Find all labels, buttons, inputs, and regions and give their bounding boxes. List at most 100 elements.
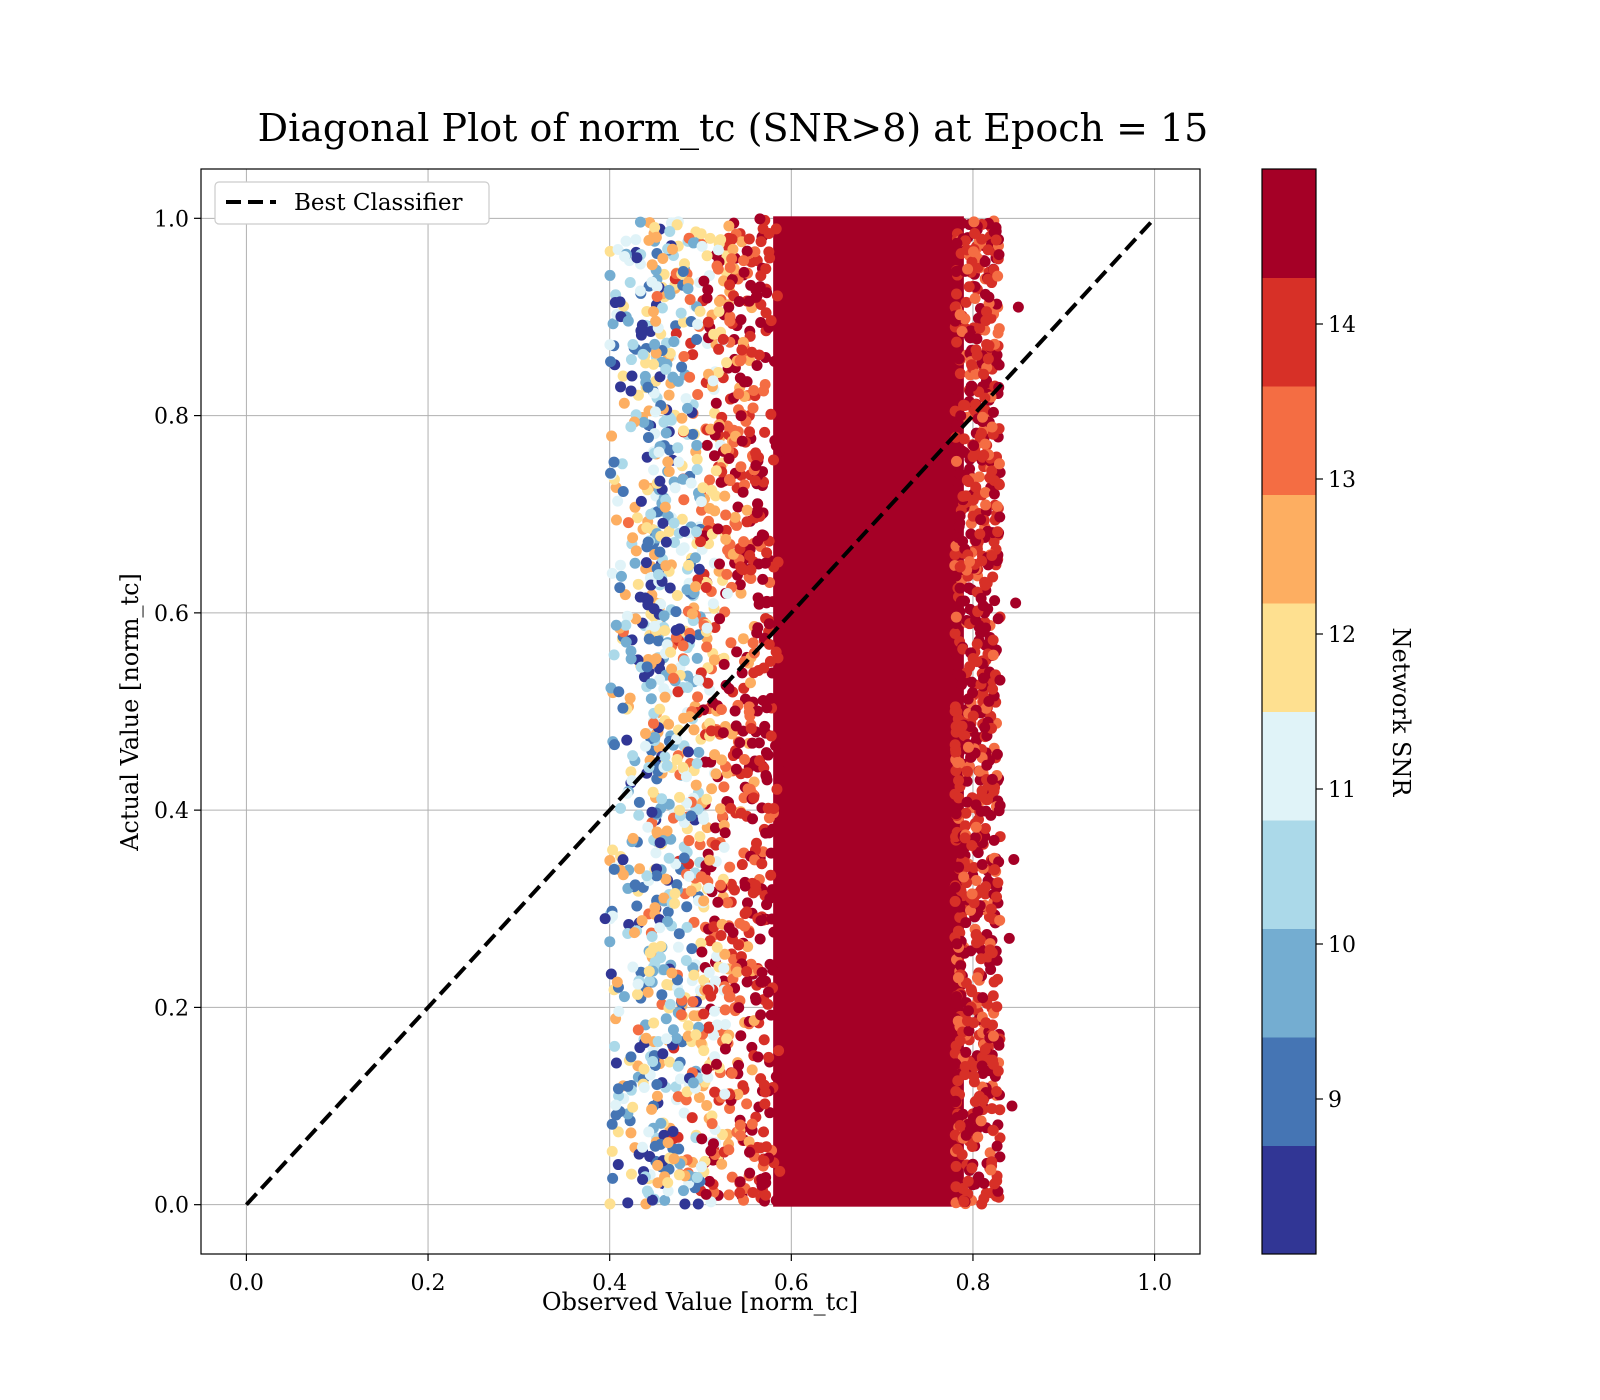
scatter-point: [986, 1156, 998, 1168]
scatter-point: [741, 976, 753, 988]
scatter-point: [638, 1081, 650, 1093]
scatter-point: [733, 296, 745, 308]
scatter-point: [969, 228, 981, 240]
scatter-point: [756, 1179, 768, 1191]
scatter-point: [951, 991, 963, 1003]
scatter-point: [774, 1165, 786, 1177]
scatter-point: [674, 791, 686, 803]
scatter-point: [743, 1136, 755, 1148]
scatter-point: [666, 967, 678, 979]
scatter-point: [756, 858, 768, 870]
scatter-point: [654, 703, 666, 715]
scatter-point: [673, 928, 685, 940]
scatter-point: [701, 1100, 713, 1112]
scatter-point: [630, 234, 642, 246]
scatter-point: [741, 906, 753, 918]
scatter-point: [681, 921, 693, 933]
scatter-point: [990, 234, 1002, 246]
scatter-point: [732, 501, 744, 513]
colorbar-frame: [1261, 168, 1317, 1255]
scatter-point: [715, 879, 727, 891]
scatter-point: [631, 988, 643, 1000]
scatter-point: [984, 472, 996, 484]
scatter-point: [737, 486, 749, 498]
scatter-point: [615, 381, 627, 393]
scatter-point: [617, 854, 629, 866]
scatter-point: [649, 406, 661, 418]
scatter-point: [974, 322, 986, 334]
scatter-point: [987, 634, 999, 646]
scatter-point: [759, 1086, 771, 1098]
scatter-point: [630, 613, 642, 625]
scatter-point: [733, 388, 745, 400]
scatter-point: [751, 705, 763, 717]
scatter-point: [692, 803, 704, 815]
scatter-point: [681, 584, 693, 596]
scatter-point: [646, 1103, 658, 1115]
scatter-point: [735, 410, 747, 422]
scatter-point: [654, 475, 666, 487]
scatter-point: [950, 1085, 962, 1097]
scatter-point: [660, 873, 672, 885]
scatter-point: [961, 775, 973, 787]
scatter-point: [669, 482, 681, 494]
scatter-point: [651, 290, 663, 302]
scatter-point: [736, 859, 748, 871]
x-tick-label: 0.4: [592, 1271, 627, 1296]
scatter-point: [764, 892, 776, 904]
scatter-point: [702, 316, 714, 328]
scatter-point: [659, 501, 671, 513]
scatter-point: [617, 370, 629, 382]
scatter-point: [959, 235, 971, 247]
scatter-point: [978, 672, 990, 684]
scatter-point: [704, 474, 716, 486]
scatter-point: [956, 1149, 968, 1161]
scatter-point: [969, 292, 981, 304]
scatter-point: [978, 1177, 990, 1189]
scatter-point: [625, 354, 637, 366]
scatter-point: [679, 1198, 691, 1210]
scatter-point: [670, 1032, 682, 1044]
scatter-point: [980, 499, 992, 511]
scatter-point: [988, 834, 1000, 846]
scatter-point: [701, 641, 713, 653]
scatter-point: [748, 792, 760, 804]
colorbar-tick-label: 9: [1328, 1088, 1342, 1113]
scatter-point: [612, 1126, 624, 1138]
scatter-point: [659, 751, 671, 763]
scatter-point: [664, 226, 676, 238]
scatter-point: [677, 640, 689, 652]
scatter-point: [739, 880, 751, 892]
scatter-point: [757, 573, 769, 585]
scatter-point: [685, 885, 697, 897]
scatter-point: [617, 702, 629, 714]
scatter-point: [952, 972, 964, 984]
scatter-point: [606, 1118, 618, 1130]
scatter-point: [659, 691, 671, 703]
scatter-point: [760, 769, 772, 781]
scatter-point: [682, 402, 694, 414]
scatter-point: [694, 831, 706, 843]
scatter-point: [642, 381, 654, 393]
scatter-point: [713, 422, 725, 434]
scatter-point: [949, 881, 961, 893]
scatter-point: [678, 525, 690, 537]
scatter-point: [690, 581, 702, 593]
scatter-point: [663, 525, 675, 537]
x-tick-label: 0.0: [229, 1271, 264, 1296]
scatter-point: [708, 654, 720, 666]
y-axis-ticks: 0.0 0.2 0.4 0.6 0.8 1.0: [154, 207, 201, 1219]
scatter-point: [697, 482, 709, 494]
scatter-point: [673, 987, 685, 999]
scatter-point: [686, 943, 698, 955]
scatter-point: [747, 1187, 759, 1199]
scatter-point: [745, 677, 757, 689]
scatter-point: [694, 305, 706, 317]
colorbar-segments: [1262, 169, 1316, 1255]
scatter-point: [993, 479, 1005, 491]
scatter-point: [682, 283, 694, 295]
x-tick-label: 0.2: [411, 1271, 446, 1296]
scatter-point: [715, 930, 727, 942]
scatter-point: [966, 1141, 978, 1153]
scatter-point: [610, 1099, 622, 1111]
